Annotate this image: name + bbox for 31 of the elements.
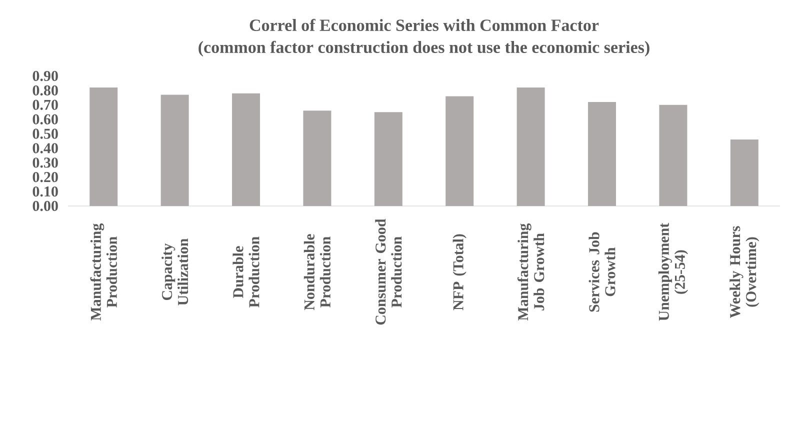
y-tick-label: 0.30 bbox=[32, 158, 58, 168]
bar bbox=[516, 88, 545, 206]
y-tick-label: 0.20 bbox=[32, 172, 58, 182]
x-tick-label: Capacity Utilization bbox=[162, 238, 188, 306]
bar bbox=[446, 96, 474, 206]
x-tick-label: Manufacturing Production bbox=[90, 223, 117, 321]
x-tick-label: Durable Production bbox=[232, 236, 260, 308]
y-tick-label: 0.60 bbox=[32, 114, 58, 124]
x-tick-label: NFP (Total) bbox=[452, 234, 466, 310]
x-tick-label: Unemployment (25-54) bbox=[658, 222, 688, 321]
y-tick-label: 0.00 bbox=[32, 200, 58, 212]
y-tick-label: 0.40 bbox=[32, 143, 58, 154]
bar bbox=[730, 140, 758, 206]
y-tick-label: 0.50 bbox=[32, 128, 58, 139]
y-tick-label: 0.70 bbox=[32, 100, 58, 110]
bar bbox=[588, 102, 616, 206]
y-tick-label: 0.90 bbox=[32, 70, 58, 82]
x-tick-label: Consumer Good Production bbox=[375, 218, 402, 325]
bar bbox=[90, 88, 118, 206]
bar bbox=[374, 112, 402, 206]
x-tick-label: Manufacturing Job Growth bbox=[517, 223, 544, 321]
x-tick-label: Services Job Growth bbox=[588, 232, 616, 312]
y-tick-label: 0.80 bbox=[32, 85, 58, 96]
x-tick-label: Nondurable Production bbox=[304, 234, 331, 310]
y-tick-label: 0.10 bbox=[32, 186, 58, 197]
chart-title: Correl of Economic Series with Common Factor (common factor construction does not use the economic series) bbox=[198, 18, 650, 56]
x-tick-label: Weekly Hours (Overtime) bbox=[730, 226, 760, 318]
bar bbox=[659, 104, 688, 206]
bar bbox=[160, 94, 189, 206]
bar bbox=[232, 93, 260, 206]
bar bbox=[303, 110, 332, 206]
